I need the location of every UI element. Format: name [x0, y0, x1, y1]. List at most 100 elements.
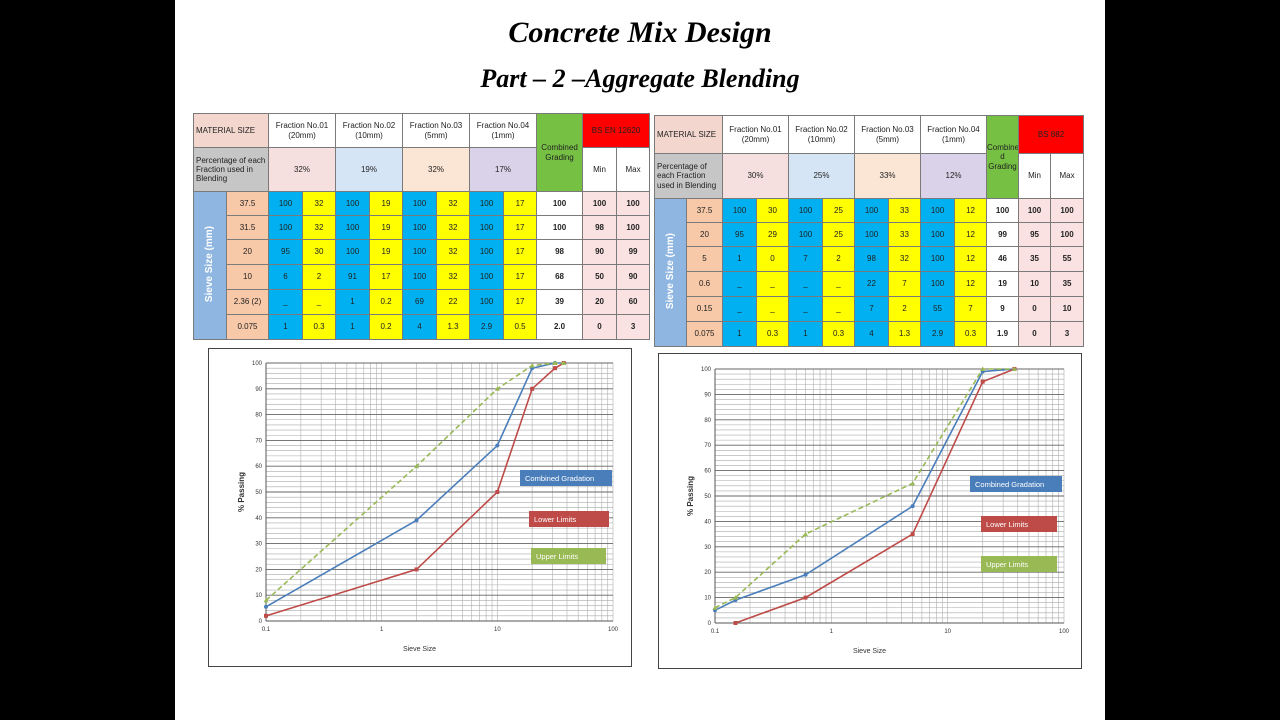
- fraction-contribution: 0: [756, 246, 789, 272]
- legend-swatch: [981, 516, 1057, 532]
- legend-label: Combined Gradation: [975, 480, 1044, 489]
- max-limit: 55: [1050, 246, 1085, 272]
- fraction-percentage: 33%: [853, 153, 922, 199]
- combined-grading-value: 19: [986, 271, 1020, 297]
- data-point: [552, 366, 557, 371]
- fraction-percentage: 30%: [722, 153, 789, 199]
- data-point: [803, 531, 809, 537]
- fraction-passing: 95: [268, 239, 303, 265]
- sieve-size: 10: [226, 264, 269, 290]
- data-point: [263, 597, 269, 603]
- y-tick-label: 100: [252, 361, 263, 367]
- fraction-passing: 100: [335, 191, 370, 216]
- y-tick-label: 50: [255, 490, 262, 496]
- fraction-percentage: 25%: [788, 153, 855, 199]
- min-limit: 95: [1018, 222, 1052, 247]
- material-size-header: MATERIAL SIZE: [654, 115, 723, 154]
- fraction-passing: 100: [402, 239, 437, 265]
- sieve-size-text: Sieve Size (mm): [664, 233, 676, 310]
- data-point: [1011, 366, 1017, 371]
- legend-swatch: [981, 556, 1057, 572]
- y-tick-label: 80: [704, 418, 711, 424]
- legend-swatch: [531, 548, 606, 564]
- fraction-contribution: 0.2: [369, 314, 403, 340]
- min-limit: 50: [582, 264, 618, 290]
- legend-swatch: [520, 470, 612, 486]
- fraction-contribution: _: [302, 289, 336, 315]
- sieve-size: 20: [226, 239, 269, 265]
- combined-grading-value: 100: [986, 198, 1020, 223]
- data-point: [529, 363, 535, 368]
- data-point: [414, 567, 419, 572]
- fraction-passing: 100: [469, 191, 505, 216]
- fraction-passing: 100: [920, 198, 956, 223]
- fraction-header: Fraction No.03 (5mm): [853, 115, 922, 154]
- combined-grading-value: 2.0: [536, 314, 584, 340]
- y-tick-label: 0: [708, 621, 712, 627]
- data-point: [980, 366, 986, 371]
- max-limit: 100: [616, 191, 651, 216]
- fraction-contribution: 33: [887, 198, 922, 223]
- max-limit: 99: [616, 239, 651, 265]
- fraction-percentage: 17%: [469, 147, 538, 192]
- x-axis-label: Sieve Size: [403, 646, 436, 653]
- fraction-passing: 95: [722, 222, 757, 247]
- fraction-passing: 100: [920, 271, 956, 297]
- combined-grading-header: Combined Grading: [536, 113, 584, 192]
- x-tick-label: 1: [830, 629, 834, 635]
- fraction-passing: 4: [854, 321, 889, 347]
- fraction-passing: 100: [335, 215, 370, 240]
- fraction-passing: 1: [722, 246, 757, 272]
- max-header: Max: [616, 147, 651, 192]
- x-tick-label: 0.1: [711, 629, 720, 635]
- fraction-contribution: 1.3: [887, 321, 922, 347]
- fraction-header: Fraction No.04 (1mm): [920, 115, 988, 154]
- y-axis-label: % Passing: [237, 472, 246, 512]
- y-tick-label: 10: [704, 596, 711, 602]
- x-tick-label: 10: [944, 629, 951, 635]
- min-limit: 0: [1018, 321, 1052, 347]
- fraction-passing: _: [788, 271, 823, 297]
- y-tick-label: 90: [255, 387, 262, 393]
- fraction-passing: 100: [335, 239, 370, 265]
- combined-grading-value: 68: [536, 264, 584, 290]
- min-limit: 100: [582, 191, 618, 216]
- y-tick-label: 70: [255, 438, 262, 444]
- fraction-percentage: 12%: [920, 153, 988, 199]
- fraction-passing: 100: [854, 198, 889, 223]
- fraction-passing: 2.9: [469, 314, 505, 340]
- data-point: [910, 480, 916, 486]
- y-tick-label: 90: [704, 392, 711, 398]
- fraction-passing: 1: [335, 289, 370, 315]
- fraction-percentage: 32%: [268, 147, 336, 192]
- max-limit: 60: [616, 289, 651, 315]
- fraction-passing: _: [788, 296, 823, 322]
- combined-grading-value: 1.9: [986, 321, 1020, 347]
- fraction-contribution: 0.2: [369, 289, 403, 315]
- fraction-contribution: 32: [302, 215, 336, 240]
- slide: Concrete Mix Design Part – 2 –Aggregate …: [175, 0, 1105, 720]
- fraction-contribution: 12: [954, 271, 988, 297]
- series-line: [714, 368, 1015, 612]
- combined-grading-value: 99: [986, 222, 1020, 247]
- fraction-contribution: 32: [435, 264, 471, 290]
- fraction-passing: 91: [335, 264, 370, 290]
- fraction-percentage: 19%: [335, 147, 403, 192]
- max-limit: 90: [616, 264, 651, 290]
- y-tick-label: 60: [255, 464, 262, 470]
- y-tick-label: 30: [255, 542, 262, 548]
- data-point: [414, 518, 419, 523]
- data-point: [264, 613, 268, 618]
- sieve-size: 0.075: [686, 321, 723, 347]
- fraction-contribution: 25: [822, 222, 855, 247]
- sieve-size: 2.36 (2): [226, 289, 269, 315]
- fraction-passing: 69: [402, 289, 437, 315]
- fraction-passing: 100: [788, 222, 823, 247]
- max-limit: 35: [1050, 271, 1085, 297]
- fraction-contribution: 30: [302, 239, 336, 265]
- fraction-contribution: 2: [302, 264, 336, 290]
- x-tick-label: 100: [1059, 629, 1070, 635]
- series-line: [714, 368, 1015, 609]
- standard-header: BS 882: [1018, 115, 1085, 154]
- max-limit: 3: [1050, 321, 1085, 347]
